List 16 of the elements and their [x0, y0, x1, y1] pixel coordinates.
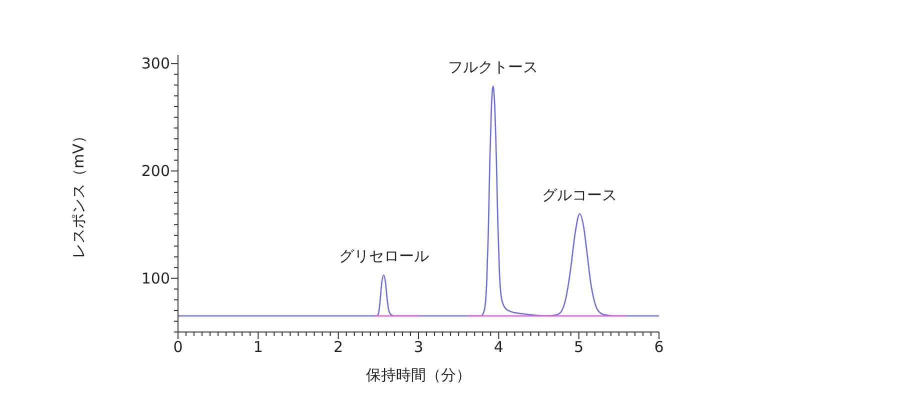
x-axis-title: 保持時間（分） [366, 366, 471, 384]
annotation: フルクトース [448, 58, 538, 76]
x-tick-label: 6 [654, 338, 664, 356]
annotation: グルコース [542, 186, 618, 204]
y-tick-label: 100 [141, 269, 170, 288]
y-tick-label: 200 [141, 162, 170, 180]
x-tick-label: 0 [173, 338, 183, 356]
x-tick-label: 2 [334, 338, 344, 356]
x-tick-label: 3 [414, 338, 424, 356]
y-axis-title: レスポンス（mV） [69, 128, 88, 258]
line-series [178, 85, 659, 317]
x-tick-label: 5 [574, 338, 584, 356]
y-tick-label: 300 [141, 54, 170, 73]
x-tick-label: 4 [494, 338, 504, 356]
x-tick-label: 1 [253, 338, 263, 356]
annotation: グリセロール [338, 247, 429, 266]
